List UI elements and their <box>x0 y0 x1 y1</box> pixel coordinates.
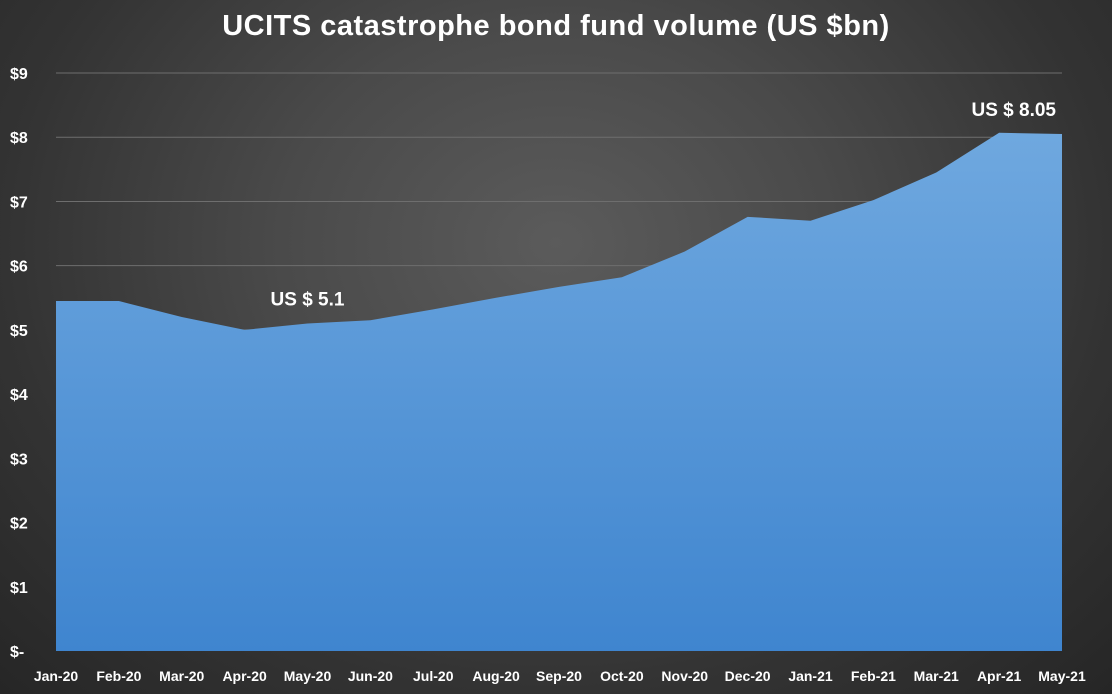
area-series-fill <box>56 132 1062 652</box>
x-tick-label: May-21 <box>1038 668 1086 684</box>
x-tick-label: Feb-20 <box>96 668 141 684</box>
x-axis-tick-labels: Jan-20 Feb-20 Mar-20 Apr-20 May-20 Jun-20 Jul-… <box>34 668 1086 684</box>
y-tick-label: $2 <box>10 516 28 533</box>
data-annotation: US $ 5.1 <box>271 289 345 310</box>
x-tick-label: Nov-20 <box>661 668 708 684</box>
y-tick-label: $4 <box>10 387 28 404</box>
y-tick-label: $9 <box>10 66 28 83</box>
x-tick-label: Aug-20 <box>472 668 520 684</box>
x-tick-label: Jan-21 <box>788 668 833 684</box>
y-tick-label: $7 <box>10 194 28 211</box>
area-series <box>56 132 1062 652</box>
y-tick-label: $3 <box>10 451 28 468</box>
x-tick-label: Oct-20 <box>600 668 644 684</box>
chart-title: UCITS catastrophe bond fund volume (US $… <box>222 10 890 42</box>
x-tick-label: Feb-21 <box>851 668 896 684</box>
data-annotation: US $ 8.05 <box>972 100 1057 121</box>
y-tick-label: $- <box>10 644 24 661</box>
y-axis-tick-labels: $- $1 $2 $3 $4 $5 $6 $7 $8 $9 <box>10 66 28 661</box>
x-tick-label: Jun-20 <box>348 668 393 684</box>
annotations: US $ 5.1 US $ 8.05 <box>271 100 1057 310</box>
x-tick-label: Mar-20 <box>159 668 204 684</box>
x-tick-label: Apr-20 <box>222 668 267 684</box>
x-tick-label: Dec-20 <box>725 668 771 684</box>
x-tick-label: May-20 <box>284 668 332 684</box>
x-tick-label: Jan-20 <box>34 668 79 684</box>
x-tick-label: Sep-20 <box>536 668 582 684</box>
y-tick-label: $5 <box>10 323 28 340</box>
x-tick-label: Mar-21 <box>914 668 959 684</box>
y-tick-label: $1 <box>10 580 28 597</box>
x-tick-label: Apr-21 <box>977 668 1022 684</box>
y-tick-label: $6 <box>10 259 28 276</box>
y-tick-label: $8 <box>10 130 28 147</box>
x-tick-label: Jul-20 <box>413 668 454 684</box>
